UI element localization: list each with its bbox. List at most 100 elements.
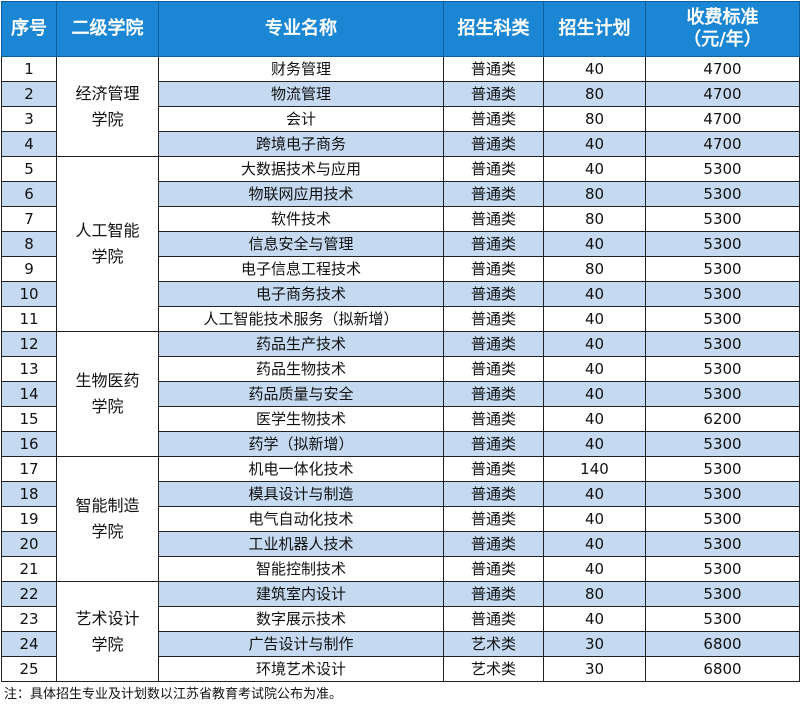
cell-major: 药学（拟新增）: [158, 431, 444, 457]
college-name-line1: 经济管理: [75, 83, 140, 103]
cell-seq: 23: [1, 606, 57, 632]
cell-major: 药品生产技术: [158, 331, 444, 357]
college-name-line2: 学院: [91, 109, 124, 129]
cell-fee: 5300: [645, 281, 800, 307]
header-college: 二级学院: [56, 1, 159, 57]
cell-category: 普通类: [443, 356, 544, 382]
cell-plan: 40: [543, 531, 646, 557]
table-row: 2 物流管理 普通类 80 4700: [1, 81, 800, 107]
cell-major: 智能控制技术: [158, 556, 444, 582]
table-row: 19 电气自动化技术 普通类 40 5300: [1, 506, 800, 532]
cell-plan: 80: [543, 581, 646, 607]
cell-fee: 4700: [645, 131, 800, 157]
cell-category: 普通类: [443, 606, 544, 632]
cell-fee: 5300: [645, 606, 800, 632]
admission-plan-table: 序号 二级学院 专业名称 招生科类 招生计划 收费标准 （元/年） 1 经济管理学…: [1, 1, 800, 682]
cell-seq: 11: [1, 306, 57, 332]
table-row: 4 跨境电子商务 普通类 40 4700: [1, 131, 800, 157]
cell-category: 普通类: [443, 256, 544, 282]
cell-seq: 24: [1, 631, 57, 657]
cell-college: 艺术设计 学院: [56, 581, 159, 682]
cell-category: 普通类: [443, 531, 544, 557]
cell-seq: 21: [1, 556, 57, 582]
cell-major: 医学生物技术: [158, 406, 444, 432]
cell-plan: 80: [543, 106, 646, 132]
cell-plan: 80: [543, 181, 646, 207]
cell-major: 人工智能技术服务（拟新增）: [158, 306, 444, 332]
cell-category: 普通类: [443, 106, 544, 132]
cell-fee: 5300: [645, 506, 800, 532]
cell-fee: 5300: [645, 231, 800, 257]
cell-seq: 1: [1, 56, 57, 82]
cell-seq: 22: [1, 581, 57, 607]
cell-category: 普通类: [443, 331, 544, 357]
table-row: 8 信息安全与管理 普通类 40 5300: [1, 231, 800, 257]
header-category: 招生科类: [443, 1, 544, 57]
cell-seq: 12: [1, 331, 57, 357]
cell-category: 普通类: [443, 281, 544, 307]
college-name-line1: 人工智能: [75, 221, 140, 240]
cell-seq: 15: [1, 406, 57, 432]
cell-category: 普通类: [443, 406, 544, 432]
cell-category: 普通类: [443, 381, 544, 407]
cell-college: 人工智能 学院: [56, 156, 159, 332]
cell-plan: 40: [543, 481, 646, 507]
cell-plan: 40: [543, 406, 646, 432]
cell-category: 普通类: [443, 506, 544, 532]
table-row: 24 广告设计与制作 艺术类 30 6800: [1, 631, 800, 657]
cell-major: 会计: [158, 106, 444, 132]
table-row: 13 药品生物技术 普通类 40 5300: [1, 356, 800, 382]
cell-fee: 6800: [645, 631, 800, 657]
cell-category: 普通类: [443, 181, 544, 207]
cell-major: 模具设计与制造: [158, 481, 444, 507]
header-fee-line2: （元/年）: [683, 29, 762, 50]
cell-fee: 4700: [645, 81, 800, 107]
cell-seq: 16: [1, 431, 57, 457]
cell-seq: 3: [1, 106, 57, 132]
college-name-line1: 智能制造: [75, 496, 140, 515]
cell-seq: 2: [1, 81, 57, 107]
cell-college: 生物医药 学院: [56, 331, 159, 457]
header-fee-line1: 收费标准: [686, 7, 759, 28]
table-row: 3 会计 普通类 80 4700: [1, 106, 800, 132]
cell-seq: 7: [1, 206, 57, 232]
table-row: 17 智能制造 学院 机电一体化技术 普通类 140 5300: [1, 456, 800, 582]
cell-plan: 80: [543, 81, 646, 107]
cell-seq: 25: [1, 656, 57, 682]
header-row: 序号 二级学院 专业名称 招生科类 招生计划 收费标准 （元/年）: [1, 1, 800, 57]
table-row: 6 物联网应用技术 普通类 80 5300: [1, 181, 800, 207]
cell-fee: 5300: [645, 206, 800, 232]
cell-plan: 40: [543, 131, 646, 157]
cell-major: 电气自动化技术: [158, 506, 444, 532]
college-name-line1: 生物医药: [75, 371, 140, 390]
cell-seq: 8: [1, 231, 57, 257]
cell-plan: 40: [543, 506, 646, 532]
cell-major: 数字展示技术: [158, 606, 444, 632]
cell-major: 建筑室内设计: [158, 581, 444, 607]
cell-major: 物流管理: [158, 81, 444, 107]
cell-category: 普通类: [443, 456, 544, 482]
cell-seq: 5: [1, 156, 57, 182]
cell-seq: 14: [1, 381, 57, 407]
cell-category: 艺术类: [443, 656, 544, 682]
cell-major: 电子信息工程技术: [158, 256, 444, 282]
cell-plan: 40: [543, 331, 646, 357]
cell-college: 智能制造 学院: [56, 456, 159, 582]
college-name-line1: 艺术设计: [75, 608, 140, 628]
table-row: 5 人工智能 学院 大数据技术与应用 普通类 40 5300: [1, 156, 800, 332]
cell-major: 药品质量与安全: [158, 381, 444, 407]
table-body: 1 经济管理 学院 财务管理 普通类 40 4700 2 物流管理 普通类 80 4700 3 会计 普通类…: [1, 56, 800, 682]
cell-plan: 40: [543, 381, 646, 407]
cell-category: 普通类: [443, 306, 544, 332]
cell-category: 普通类: [443, 431, 544, 457]
cell-category: 普通类: [443, 481, 544, 507]
table-row: 22 艺术设计 学院 建筑室内设计 普通类 80 5300: [1, 581, 800, 682]
cell-plan: 40: [543, 556, 646, 582]
cell-fee: 5300: [645, 531, 800, 557]
college-name-line2: 学院: [91, 397, 124, 416]
cell-plan: 40: [543, 606, 646, 632]
cell-plan: 40: [543, 356, 646, 382]
cell-seq: 4: [1, 131, 57, 157]
table-row: 10 电子商务技术 普通类 40 5300: [1, 281, 800, 307]
